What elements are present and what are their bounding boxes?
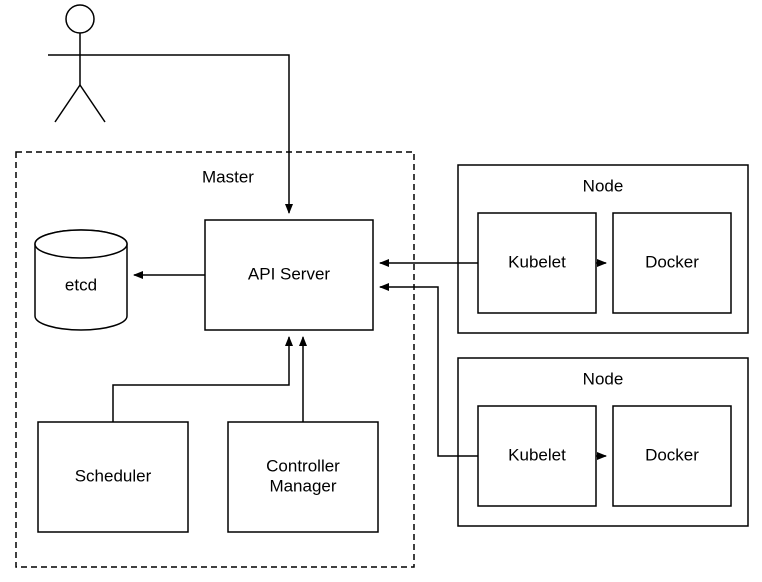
api_server-label: API Server (248, 264, 331, 283)
kubelet2_to_api-edge (380, 287, 478, 456)
master-label: Master (202, 167, 254, 186)
user-icon-leg-left (55, 85, 80, 122)
docker1-label: Docker (645, 252, 699, 271)
user-icon-head (66, 5, 94, 33)
node1-label: Node (583, 176, 624, 195)
controller_manager-label-line-0: Controller (266, 456, 340, 475)
kubelet1-label: Kubelet (508, 252, 566, 271)
kubelet2-label: Kubelet (508, 445, 566, 464)
user-icon-leg-right (80, 85, 105, 122)
actor-layer (48, 5, 112, 122)
scheduler_to_api-edge (113, 337, 289, 422)
controller_manager-label-line-1: Manager (269, 476, 336, 495)
diagram-canvas: Master Node Node etcd API Server Scheduler Co… (0, 0, 762, 582)
docker2-label: Docker (645, 445, 699, 464)
user_to_api-edge (112, 55, 289, 213)
node2-label: Node (583, 369, 624, 388)
nodes-layer: etcd API Server Scheduler ControllerManager… (35, 213, 731, 532)
etcd-cylinder-top (35, 230, 127, 258)
scheduler-label: Scheduler (75, 466, 152, 485)
etcd-label: etcd (65, 275, 97, 294)
